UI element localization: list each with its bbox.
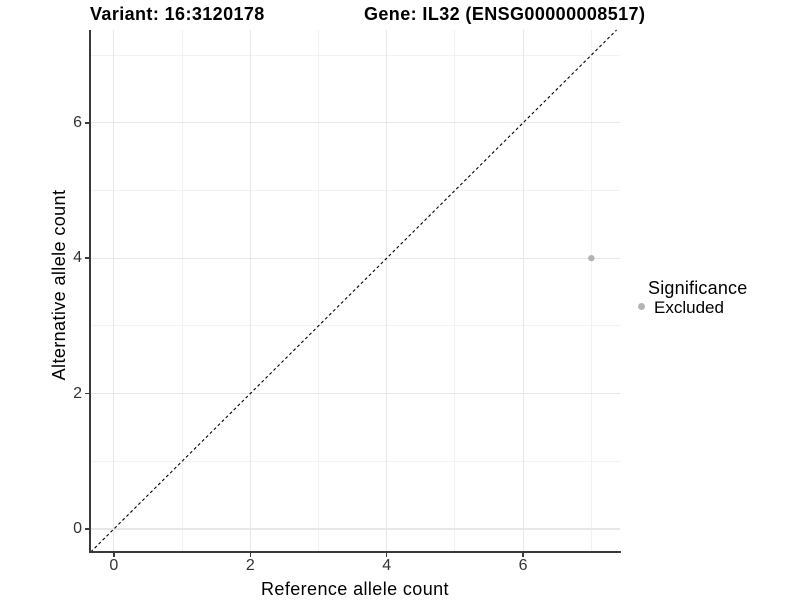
y-tick-label: 0	[73, 519, 82, 537]
data-point	[588, 254, 595, 262]
y-axis-label: Alternative allele count	[49, 189, 69, 381]
x-tick-mark	[249, 552, 252, 557]
x-tick-mark	[385, 552, 388, 557]
plot-title-variant: Variant: 16:3120178	[90, 4, 265, 24]
y-tick-label: 6	[73, 113, 82, 131]
y-gridline-minor	[90, 54, 620, 56]
x-tick-mark	[522, 552, 524, 557]
x-tick-mark	[113, 552, 115, 557]
plot-overlay	[90, 29, 617, 553]
x-tick-label: 2	[245, 557, 255, 574]
y-tick-label: 4	[73, 249, 82, 267]
x-gridline-minor	[454, 30, 456, 552]
y-tick-label: 2	[73, 384, 82, 402]
y-gridline-major	[90, 122, 620, 124]
x-gridline-minor	[181, 30, 183, 552]
x-gridline-major	[522, 30, 524, 552]
x-gridline-minor	[590, 30, 592, 552]
legend-item-label: Excluded	[654, 298, 724, 317]
y-gridline-major	[90, 528, 620, 530]
identity-dashed-line	[90, 29, 617, 553]
x-axis-label: Reference allele count	[261, 579, 449, 599]
x-tick-label: 6	[518, 557, 528, 574]
x-tick-label: 4	[382, 557, 392, 574]
y-axis-line	[89, 30, 91, 553]
x-gridline-minor	[318, 30, 319, 552]
y-tick-mark	[85, 122, 90, 124]
x-axis-line	[89, 551, 621, 553]
x-gridline-major	[249, 30, 251, 552]
y-gridline-minor	[90, 460, 620, 462]
y-gridline-minor	[90, 325, 620, 327]
y-tick-mark	[85, 392, 90, 395]
legend-title: Significance	[648, 278, 748, 298]
y-tick-mark	[85, 528, 90, 530]
y-gridline-minor	[90, 189, 620, 191]
x-tick-label: 0	[109, 557, 119, 574]
y-gridline-major	[90, 257, 620, 259]
y-tick-mark	[85, 257, 90, 259]
x-gridline-major	[113, 30, 115, 552]
plot-title-gene: Gene: IL32 (ENSG00000008517)	[364, 4, 646, 24]
legend-key-point-icon	[638, 303, 645, 310]
y-gridline-major	[90, 392, 620, 395]
plot-panel	[90, 29, 620, 553]
x-gridline-major	[386, 30, 388, 552]
